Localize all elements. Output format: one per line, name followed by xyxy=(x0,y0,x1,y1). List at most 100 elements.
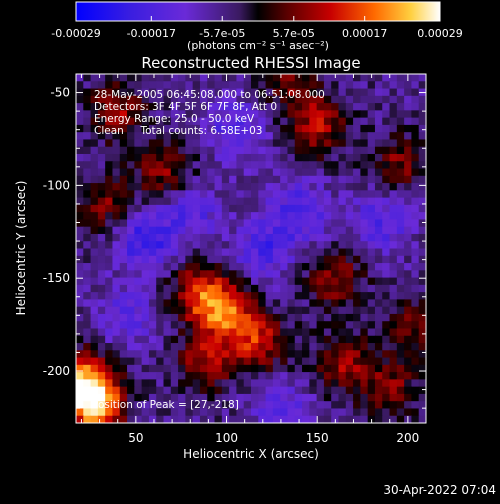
heatmap-pixel xyxy=(265,415,274,423)
heatmap-pixel xyxy=(353,110,361,119)
heatmap-pixel xyxy=(112,161,121,170)
heatmap-pixel xyxy=(418,306,426,315)
heatmap-pixel xyxy=(360,183,369,191)
heatmap-pixel xyxy=(243,292,252,300)
heatmap-pixel xyxy=(243,139,252,148)
heatmap-pixel xyxy=(338,306,347,315)
heatmap-pixel xyxy=(382,124,391,133)
heatmap-pixel xyxy=(199,306,208,315)
heatmap-pixel xyxy=(323,401,332,410)
heatmap-pixel xyxy=(280,255,289,264)
heatmap-pixel xyxy=(374,408,383,417)
heatmap-pixel xyxy=(302,248,310,257)
heatmap-pixel xyxy=(178,204,186,213)
heatmap-pixel xyxy=(178,233,186,242)
heatmap-pixel xyxy=(185,81,194,90)
heatmap-pixel xyxy=(134,335,143,344)
heatmap-pixel xyxy=(178,241,186,250)
heatmap-pixel xyxy=(294,161,303,170)
heatmap-pixel xyxy=(178,226,186,235)
heatmap-pixel xyxy=(294,103,303,111)
heatmap-pixel xyxy=(83,241,92,250)
heatmap-pixel xyxy=(221,292,230,300)
heatmap-pixel xyxy=(112,386,121,395)
heatmap-pixel xyxy=(97,263,106,271)
heatmap-pixel xyxy=(367,81,376,90)
heatmap-pixel xyxy=(90,277,99,286)
heatmap-pixel xyxy=(316,146,325,155)
heatmap-pixel xyxy=(294,357,303,366)
heatmap-pixel xyxy=(360,248,369,257)
heatmap-pixel xyxy=(163,132,172,141)
heatmap-pixel xyxy=(163,212,172,221)
heatmap-pixel xyxy=(148,168,157,177)
heatmap-pixel xyxy=(258,132,267,141)
heatmap-pixel xyxy=(97,88,106,97)
heatmap-pixel xyxy=(134,372,143,380)
heatmap-pixel xyxy=(338,408,347,417)
heatmap-pixel xyxy=(76,401,84,410)
heatmap-pixel xyxy=(331,95,340,104)
heatmap-pixel xyxy=(367,343,376,351)
heatmap-pixel xyxy=(323,183,332,191)
heatmap-pixel xyxy=(353,277,361,286)
heatmap-pixel xyxy=(272,219,281,228)
heatmap-pixel xyxy=(127,270,135,279)
heatmap-pixel xyxy=(272,350,281,359)
heatmap-pixel xyxy=(345,139,354,148)
heatmap-pixel xyxy=(316,372,325,380)
heatmap-pixel xyxy=(411,255,420,264)
heatmap-pixel xyxy=(243,335,252,344)
heatmap-pixel xyxy=(265,270,274,279)
heatmap-pixel xyxy=(156,168,165,177)
heatmap-pixel xyxy=(243,168,252,177)
heatmap-pixel xyxy=(148,277,157,286)
heatmap-pixel xyxy=(221,161,230,170)
heatmap-pixel xyxy=(374,233,383,242)
heatmap-pixel xyxy=(83,95,92,104)
heatmap-pixel xyxy=(382,372,391,380)
heatmap-pixel xyxy=(243,343,252,351)
heatmap-pixel xyxy=(178,335,186,344)
heatmap-pixel xyxy=(382,379,391,388)
heatmap-pixel xyxy=(192,350,201,359)
heatmap-pixel xyxy=(236,103,245,111)
heatmap-pixel xyxy=(265,299,274,308)
heatmap-pixel xyxy=(302,241,310,250)
heatmap-pixel xyxy=(411,277,420,286)
heatmap-pixel xyxy=(119,372,128,380)
heatmap-pixel xyxy=(316,117,325,126)
heatmap-pixel xyxy=(163,248,172,257)
y-axis-label: Heliocentric Y (arcsec) xyxy=(14,181,28,316)
heatmap-pixel xyxy=(396,263,405,271)
heatmap-pixel xyxy=(214,350,223,359)
heatmap-pixel xyxy=(272,103,281,111)
heatmap-pixel xyxy=(83,248,92,257)
heatmap-pixel xyxy=(309,379,318,388)
heatmap-pixel xyxy=(360,372,369,380)
heatmap-pixel xyxy=(156,219,165,228)
heatmap-pixel xyxy=(265,364,274,373)
heatmap-pixel xyxy=(243,190,252,199)
heatmap-pixel xyxy=(127,197,135,206)
heatmap-pixel xyxy=(294,233,303,242)
heatmap-pixel xyxy=(105,321,114,330)
heatmap-pixel xyxy=(76,219,84,228)
heatmap-pixel xyxy=(76,415,84,423)
heatmap-pixel xyxy=(214,263,223,271)
heatmap-pixel xyxy=(105,292,114,300)
heatmap-pixel xyxy=(199,313,208,322)
heatmap-pixel xyxy=(134,321,143,330)
heatmap-pixel xyxy=(331,233,340,242)
heatmap-pixel xyxy=(411,364,420,373)
heatmap-pixel xyxy=(199,219,208,228)
heatmap-pixel xyxy=(316,379,325,388)
heatmap-pixel xyxy=(112,379,121,388)
heatmap-pixel xyxy=(345,81,354,90)
heatmap-pixel xyxy=(258,270,267,279)
heatmap-pixel xyxy=(221,241,230,250)
heatmap-pixel xyxy=(178,277,186,286)
heatmap-pixel xyxy=(258,139,267,148)
heatmap-pixel xyxy=(119,277,128,286)
heatmap-pixel xyxy=(156,372,165,380)
